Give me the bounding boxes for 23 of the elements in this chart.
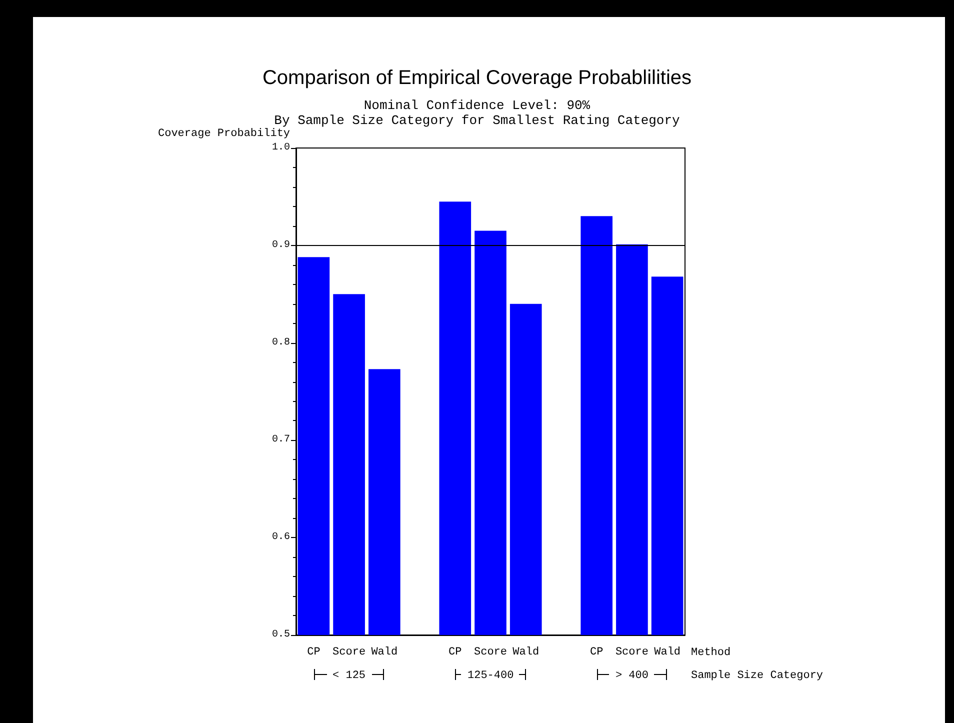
text: 125-400 (468, 670, 514, 682)
y-tick-label: 0.8 (272, 337, 290, 348)
x-tick-label: Score (332, 646, 366, 658)
chart-title: Comparison of Empirical Coverage Probablilities (262, 67, 692, 89)
x-tick-label: Wald (654, 646, 681, 658)
x-tick-label: CP (448, 646, 462, 658)
y-tick-label: 1.0 (272, 142, 290, 154)
x-tick-label: Wald (371, 646, 398, 658)
y-axis-title: Coverage Probability (158, 128, 290, 140)
y-tick-label: 0.7 (272, 434, 290, 446)
y-tick-label: 0.9 (272, 240, 290, 251)
x-tick-label: CP (307, 646, 321, 658)
x-tick-label: Score (615, 646, 648, 658)
text: < 125 (332, 670, 366, 682)
x-tick-label: CP (590, 646, 604, 658)
text: Sample Size Category (691, 670, 824, 682)
x-tick-label: Wald (512, 646, 540, 658)
y-tick-label: 0.5 (272, 630, 290, 640)
text: > 400 (615, 670, 648, 682)
x-axis-title: Method (691, 647, 731, 659)
x-tick-label: Score (474, 646, 508, 658)
y-tick-label: 0.6 (272, 532, 290, 544)
chart-subtitle: Nominal Confidence Level: 90% By Sample Size Category for Smallest Rating Category (274, 98, 680, 128)
